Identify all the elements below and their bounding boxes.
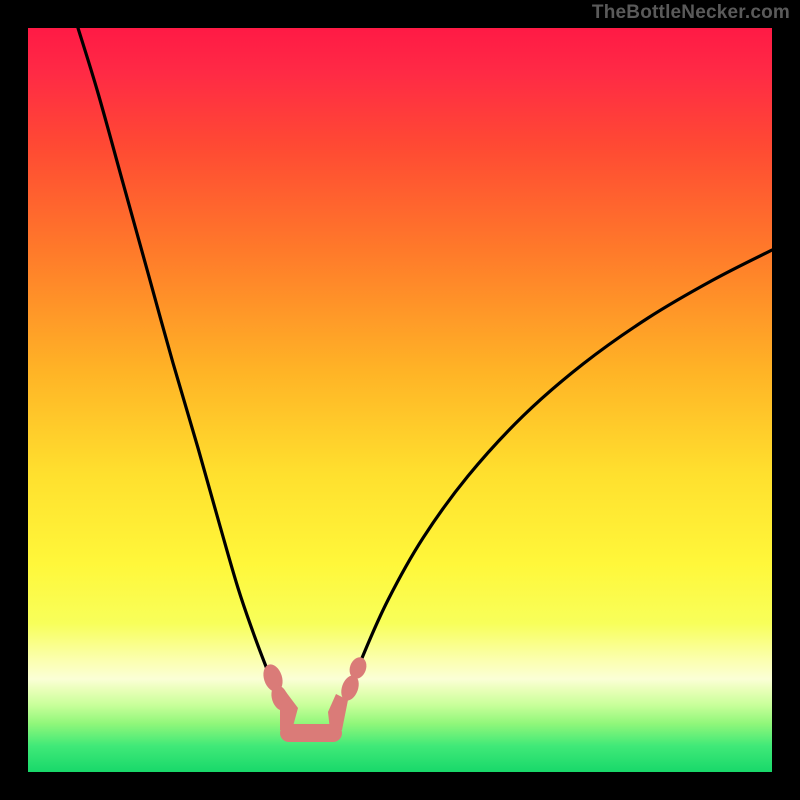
plot-area	[28, 28, 772, 772]
chart-svg	[28, 28, 772, 772]
gradient-background	[28, 28, 772, 772]
chart-container: TheBottleNecker.com	[0, 0, 800, 800]
watermark-text: TheBottleNecker.com	[592, 2, 790, 24]
